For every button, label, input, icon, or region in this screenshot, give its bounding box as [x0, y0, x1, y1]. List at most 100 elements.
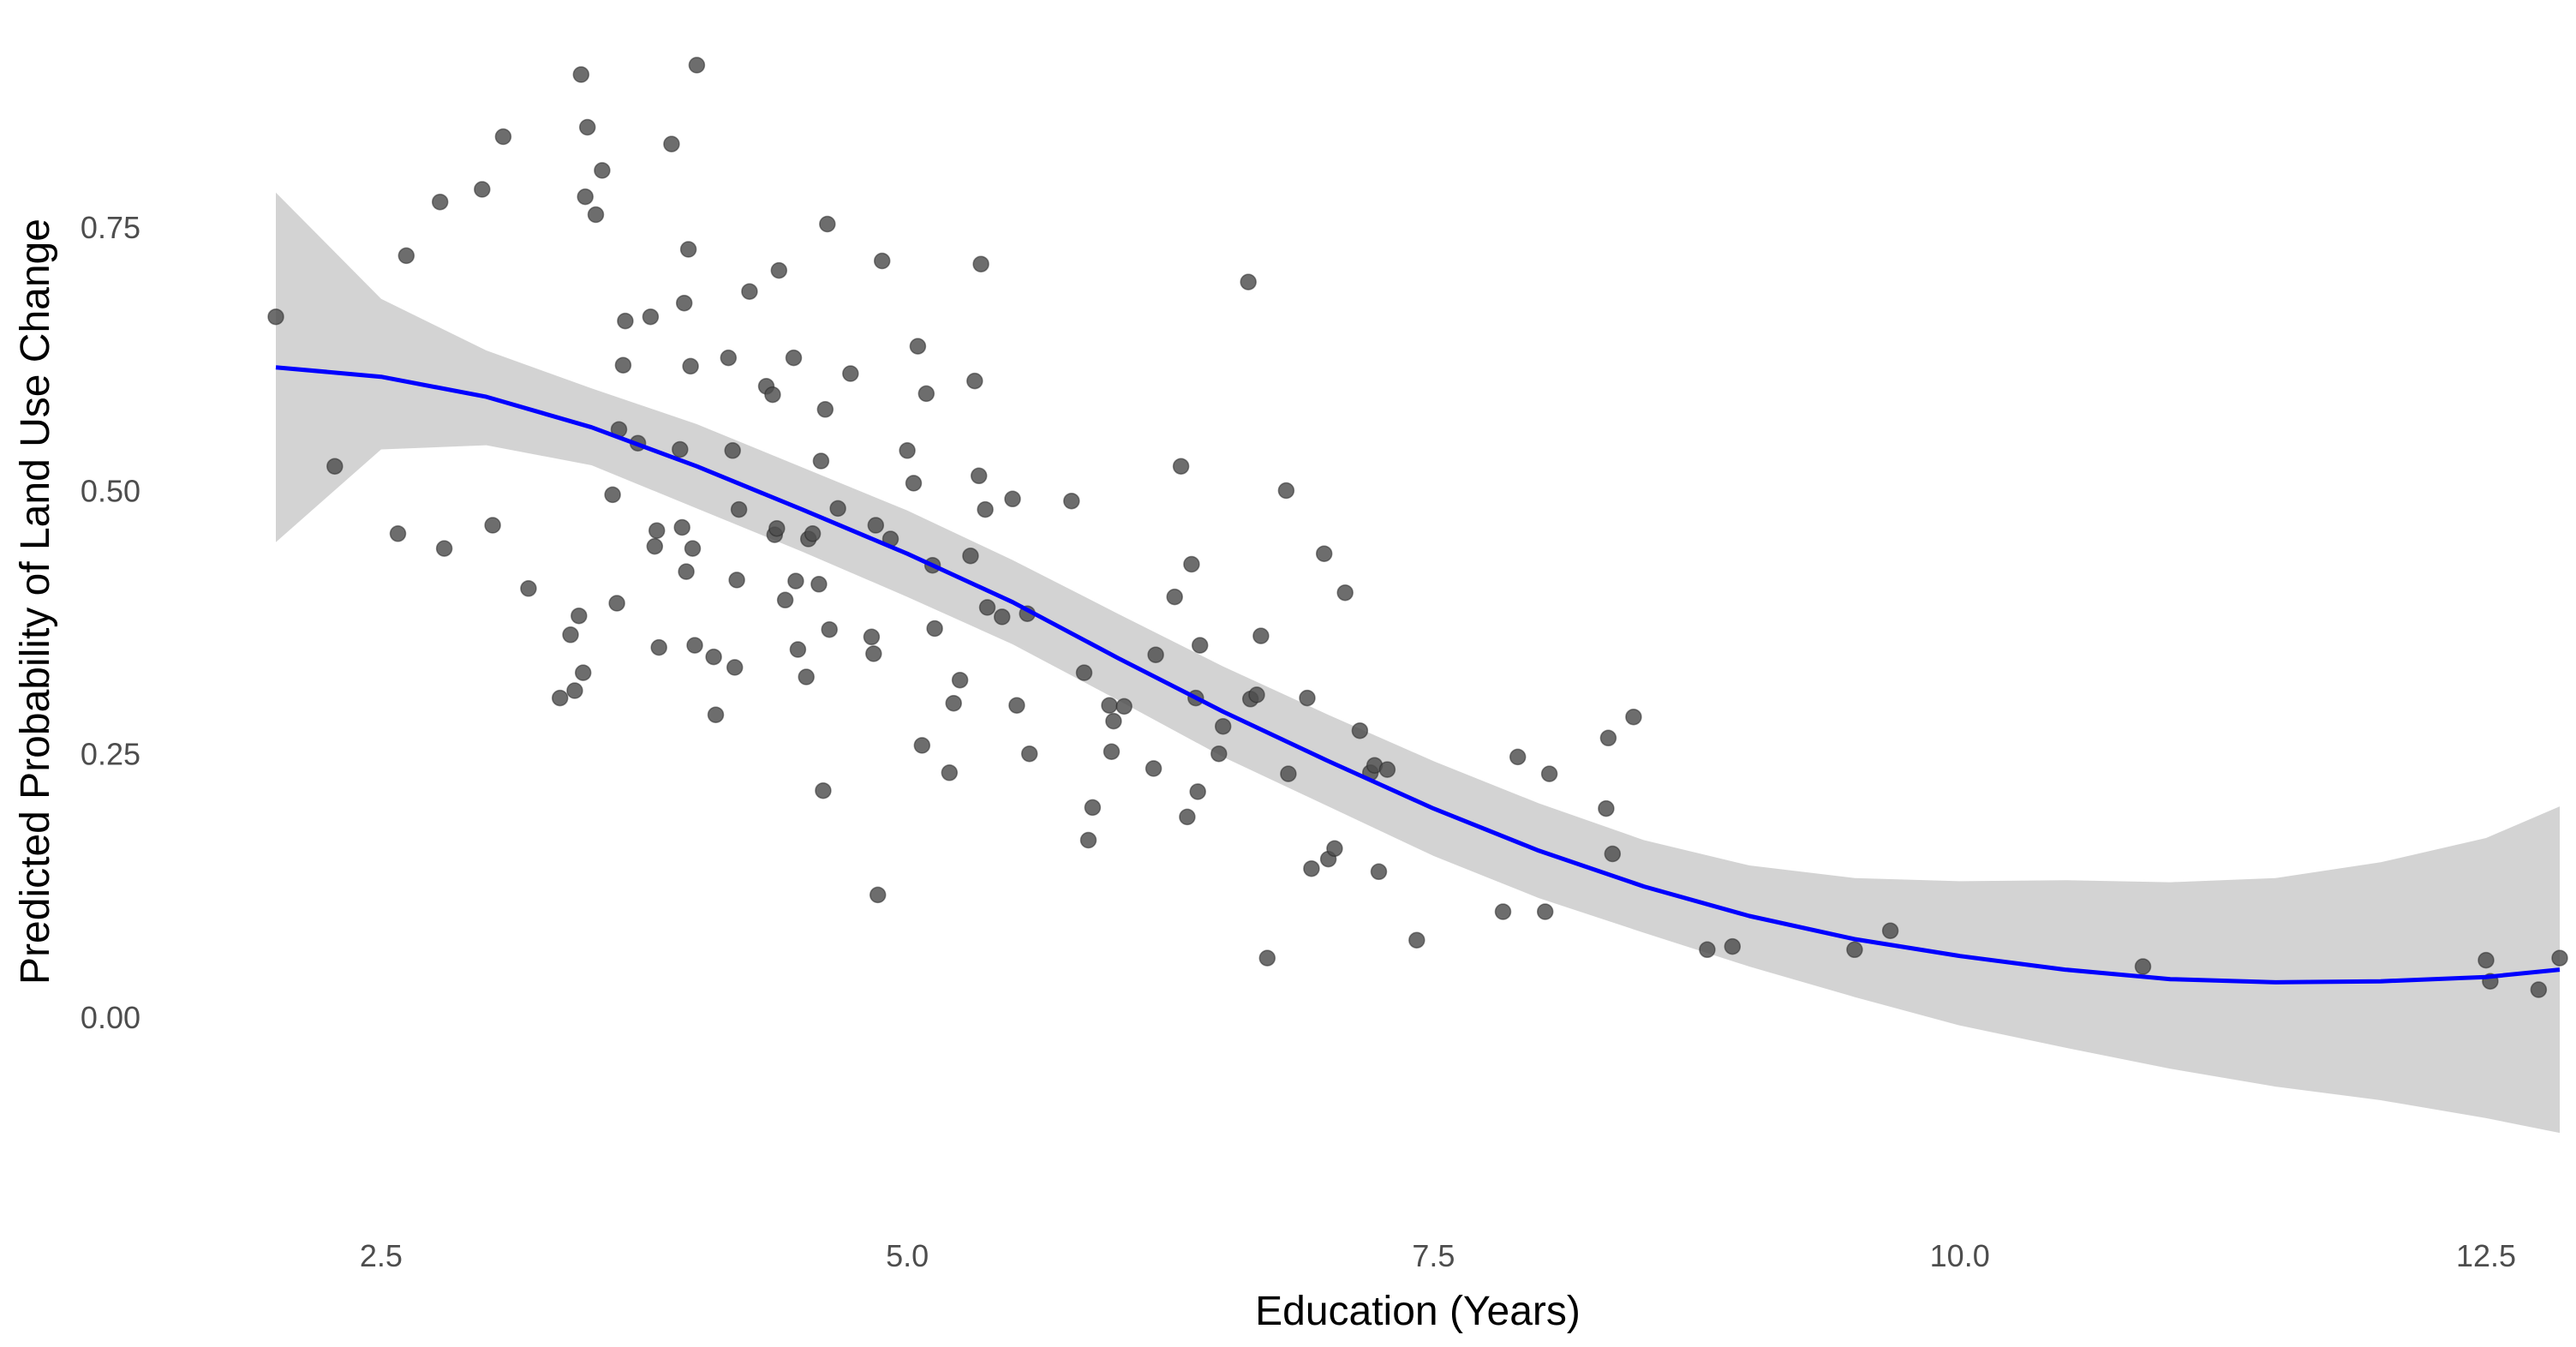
- data-point: [566, 682, 583, 699]
- data-point: [720, 349, 738, 367]
- data-point: [867, 517, 885, 534]
- data-point: [672, 440, 689, 458]
- data-point: [587, 206, 605, 224]
- x-tick-label: 5.0: [886, 1238, 929, 1273]
- data-point: [1008, 697, 1025, 714]
- smooth-trend-line: [275, 365, 2561, 985]
- data-point: [1145, 760, 1162, 777]
- data-point: [1604, 845, 1622, 863]
- data-point: [578, 118, 596, 136]
- x-tick-label: 7.5: [1412, 1238, 1455, 1273]
- data-point: [1172, 458, 1190, 475]
- data-point: [707, 706, 725, 723]
- data-point: [1075, 664, 1093, 681]
- data-point: [267, 308, 284, 326]
- data-point: [2530, 981, 2548, 998]
- data-point: [604, 486, 621, 504]
- data-point: [970, 467, 988, 485]
- data-point: [926, 620, 943, 638]
- data-point: [865, 645, 882, 662]
- data-point: [389, 525, 407, 542]
- data-point: [728, 572, 745, 589]
- data-points-layer: [267, 57, 2568, 998]
- confidence-ribbon: [276, 192, 2560, 1134]
- data-point: [1724, 937, 1742, 955]
- confidence-ribbon-layer: [276, 192, 2560, 1134]
- data-point: [941, 764, 959, 781]
- data-point: [1240, 273, 1257, 290]
- data-point: [815, 781, 832, 799]
- data-point: [966, 372, 983, 390]
- data-point: [741, 283, 758, 300]
- data-point: [431, 193, 449, 211]
- data-point: [551, 689, 569, 707]
- data-point: [1115, 697, 1133, 715]
- data-point: [577, 188, 594, 206]
- data-point: [730, 500, 748, 518]
- data-point: [1252, 627, 1270, 644]
- data-point: [617, 312, 634, 330]
- data-point: [1540, 765, 1558, 782]
- data-point: [816, 401, 834, 418]
- data-point: [1105, 712, 1122, 730]
- data-point: [829, 500, 846, 518]
- data-point: [962, 547, 979, 565]
- data-point: [1214, 717, 1232, 735]
- data-point: [1336, 584, 1354, 602]
- data-point: [977, 500, 994, 518]
- data-point: [572, 66, 590, 83]
- x-tick-label: 10.0: [1930, 1238, 1990, 1273]
- data-point: [614, 356, 632, 374]
- y-tick-label: 0.25: [81, 737, 140, 772]
- y-tick-label: 0.00: [81, 1000, 140, 1035]
- data-point: [1210, 745, 1228, 763]
- data-point: [673, 518, 690, 536]
- data-point: [1101, 697, 1118, 714]
- data-point: [642, 308, 660, 326]
- x-axis-ticks: 2.5 5.0 7.5 10.0 12.5: [360, 1238, 2516, 1273]
- data-point: [770, 261, 788, 279]
- data-point: [574, 664, 592, 681]
- data-point: [810, 576, 828, 593]
- data-point: [1280, 765, 1297, 782]
- data-point: [1378, 761, 1396, 778]
- data-point: [787, 572, 804, 590]
- data-point: [917, 385, 935, 403]
- data-point: [608, 595, 625, 612]
- data-point: [1103, 743, 1121, 760]
- data-point: [873, 252, 891, 270]
- data-point: [1536, 903, 1554, 920]
- data-point: [1326, 840, 1343, 858]
- data-point: [594, 162, 611, 179]
- data-point: [1303, 859, 1320, 877]
- data-point: [1494, 903, 1512, 920]
- data-point: [1509, 748, 1527, 766]
- data-point: [484, 517, 501, 534]
- x-tick-label: 12.5: [2456, 1238, 2516, 1273]
- y-axis-ticks: 0.00 0.25 0.50 0.75: [81, 210, 140, 1035]
- data-point: [1179, 808, 1196, 826]
- data-point: [972, 255, 989, 272]
- smooth-line-layer: [275, 365, 2561, 985]
- data-point: [705, 648, 722, 666]
- data-point: [899, 442, 916, 459]
- data-point: [1258, 949, 1276, 967]
- data-point: [905, 475, 923, 492]
- data-point: [2477, 951, 2495, 969]
- data-point: [812, 452, 830, 470]
- data-point: [1625, 708, 1642, 726]
- data-point: [1191, 637, 1209, 654]
- data-point: [842, 365, 859, 382]
- data-point: [804, 525, 822, 542]
- data-point: [688, 57, 706, 74]
- data-point: [1351, 721, 1369, 739]
- data-point: [764, 386, 781, 404]
- data-point: [474, 181, 491, 198]
- data-point: [663, 135, 680, 153]
- data-point: [724, 442, 741, 459]
- data-point: [435, 540, 453, 557]
- data-point: [951, 671, 969, 689]
- data-point: [945, 694, 962, 712]
- data-point: [789, 641, 807, 658]
